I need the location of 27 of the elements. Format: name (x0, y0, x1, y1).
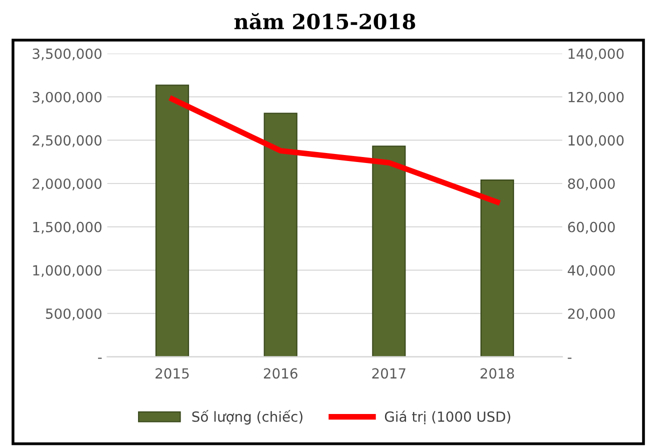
y2-tick-label: - (568, 358, 572, 359)
y-tick-label: - (98, 358, 102, 359)
x-tick-label: 2015 (156, 368, 189, 379)
bar (480, 179, 514, 357)
x-tick-label: 2018 (480, 368, 514, 379)
y-tick-label: 2,500,000 (32, 135, 102, 148)
y2-tick-label: 40,000 (568, 265, 615, 278)
y-tick-label: 3,000,000 (32, 92, 102, 104)
x-tick-label: 2017 (372, 368, 406, 379)
chart-title: năm 2015-2018 (234, 12, 416, 30)
x-tick-label: 2016 (264, 368, 298, 379)
legend-label: Số lượng (chiếc) (192, 410, 302, 425)
bar (264, 112, 298, 357)
y2-tick-label: 140,000 (568, 48, 624, 60)
bar (155, 84, 190, 357)
y2-tick-label: 20,000 (568, 308, 615, 320)
y-tick-label: 1,000,000 (33, 265, 102, 278)
y2-tick-label: 60,000 (568, 222, 615, 234)
y2-tick-label: 80,000 (568, 178, 615, 190)
legend-label: Giá trị (1000 USD) (384, 410, 510, 424)
y-tick-label: 500,000 (46, 308, 102, 320)
y-tick-label: 2,000,000 (32, 178, 102, 190)
y-tick-label: 1,500,000 (33, 222, 102, 234)
y2-tick-label: 100,000 (568, 135, 624, 148)
bar (372, 146, 406, 357)
y-tick-label: 3,500,000 (32, 48, 102, 60)
y2-tick-label: 120,000 (568, 92, 624, 104)
